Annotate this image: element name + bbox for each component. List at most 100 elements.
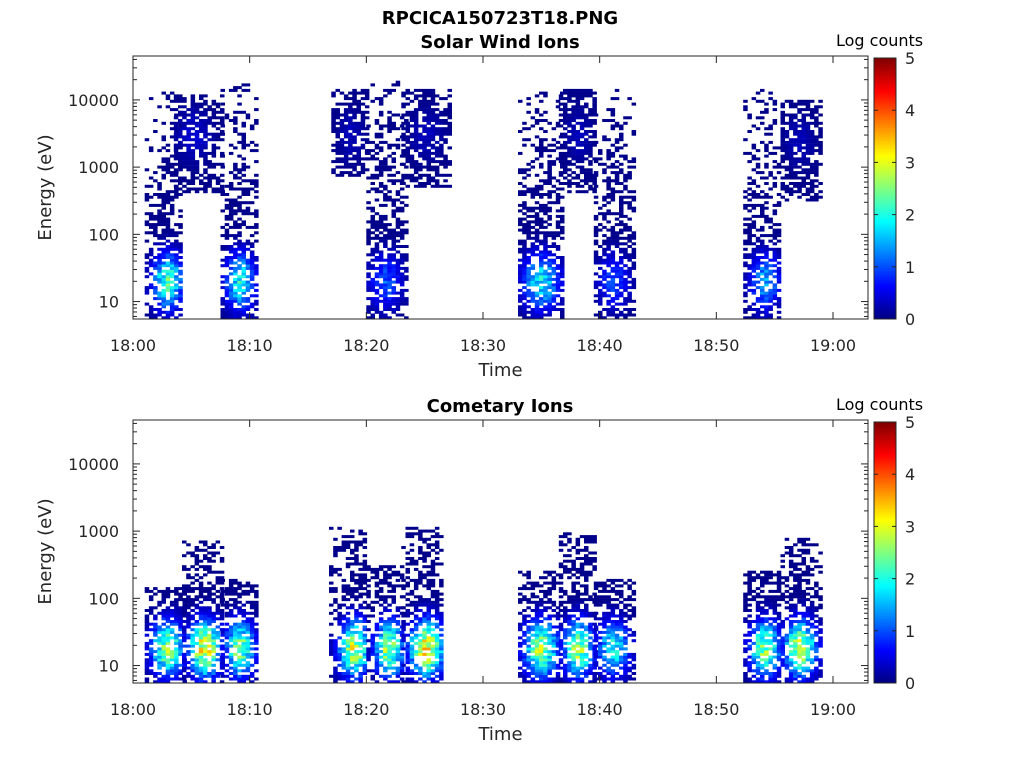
data-cell <box>747 203 752 207</box>
data-cell <box>194 168 200 172</box>
data-cell <box>539 297 544 301</box>
data-cell <box>387 630 392 634</box>
data-cell <box>592 110 597 114</box>
data-cell <box>356 121 361 125</box>
data-cell <box>751 220 757 224</box>
data-cell <box>539 217 544 221</box>
data-cell <box>224 299 230 303</box>
data-cell <box>207 614 212 618</box>
data-cell <box>378 256 384 259</box>
data-cell <box>215 576 221 580</box>
data-cell <box>182 680 187 684</box>
data-cell <box>405 110 410 114</box>
data-cell <box>547 253 552 257</box>
data-cell <box>551 162 557 166</box>
data-cell <box>526 220 531 224</box>
data-cell <box>339 173 345 177</box>
data-cell <box>173 99 179 103</box>
data-cell <box>211 611 216 615</box>
data-cell <box>571 124 576 128</box>
data-cell <box>588 176 593 180</box>
data-cell <box>341 641 347 645</box>
data-cell <box>788 151 794 155</box>
data-cell <box>543 206 548 210</box>
data-cell <box>588 146 593 150</box>
data-cell <box>362 628 368 632</box>
data-cell <box>148 672 154 675</box>
data-cell <box>337 622 342 626</box>
data-cell <box>333 652 338 656</box>
data-cell <box>215 578 221 582</box>
data-cell <box>413 97 419 101</box>
colorbar-segment <box>874 218 896 222</box>
data-cell <box>203 636 208 640</box>
data-cell <box>378 313 384 317</box>
data-cell <box>370 250 375 254</box>
data-cell <box>341 540 347 544</box>
data-cell <box>219 672 225 675</box>
data-cell <box>751 291 757 295</box>
data-cell <box>409 160 415 164</box>
data-cell <box>182 630 187 634</box>
data-cell <box>551 277 557 281</box>
data-cell <box>602 294 607 298</box>
data-cell <box>534 149 540 153</box>
data-cell <box>374 655 380 659</box>
data-cell <box>364 138 370 142</box>
data-cell <box>249 600 255 604</box>
data-cell <box>610 283 616 287</box>
data-cell <box>610 297 616 301</box>
data-cell <box>165 606 171 610</box>
data-cell <box>387 308 392 311</box>
data-cell <box>153 625 158 629</box>
data-cell <box>215 652 221 656</box>
data-cell <box>174 253 179 257</box>
data-cell <box>575 173 581 177</box>
data-cell <box>422 110 427 114</box>
data-cell <box>233 86 238 90</box>
data-cell <box>333 639 338 643</box>
data-cell <box>186 650 191 654</box>
data-cell <box>174 598 179 602</box>
data-cell <box>211 559 216 563</box>
data-cell <box>358 611 363 615</box>
data-cell <box>378 124 384 128</box>
data-cell <box>422 598 427 602</box>
data-cell <box>395 225 401 229</box>
data-cell <box>426 132 431 136</box>
data-cell <box>337 526 342 530</box>
data-cell <box>405 677 410 681</box>
data-cell <box>387 286 392 290</box>
data-cell <box>157 209 162 213</box>
data-cell <box>169 247 175 251</box>
data-cell <box>228 677 234 681</box>
data-cell <box>169 173 175 177</box>
data-cell <box>409 526 415 530</box>
data-cell <box>584 94 589 98</box>
data-cell <box>233 636 238 640</box>
data-cell <box>518 203 523 207</box>
data-cell <box>161 217 166 221</box>
data-cell <box>614 272 620 276</box>
data-cell <box>547 171 552 175</box>
data-cell <box>194 633 200 637</box>
data-cell <box>610 151 616 155</box>
data-cell <box>348 127 353 131</box>
data-cell <box>405 154 410 158</box>
data-cell <box>354 630 359 634</box>
data-cell <box>539 127 544 131</box>
data-cell <box>366 650 371 654</box>
data-cell <box>526 97 531 101</box>
data-cell <box>224 636 230 640</box>
data-cell <box>560 258 565 262</box>
data-cell <box>405 672 410 675</box>
data-cell <box>186 151 191 155</box>
data-cell <box>203 557 208 560</box>
data-cell <box>780 154 785 158</box>
data-cell <box>220 310 225 314</box>
data-cell <box>760 305 765 309</box>
data-cell <box>350 666 355 670</box>
data-cell <box>809 195 815 199</box>
data-cell <box>760 286 765 290</box>
data-cell <box>747 242 752 246</box>
